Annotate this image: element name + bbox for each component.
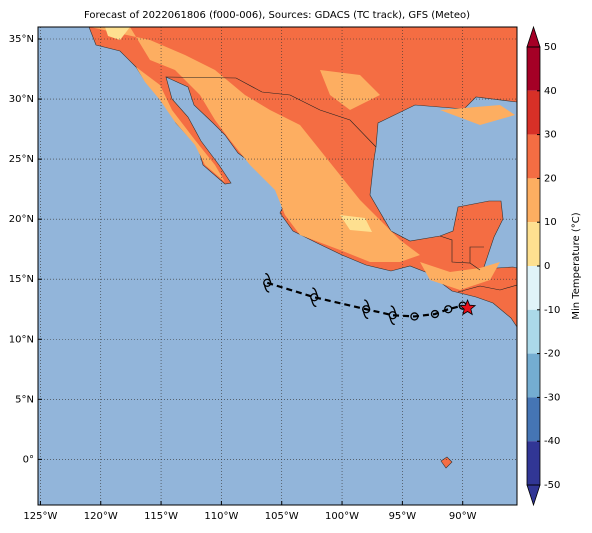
colorbar-tick-label: 20 <box>544 173 557 184</box>
colorbar-tick-label: -20 <box>544 349 560 360</box>
storm-arm <box>362 299 370 319</box>
y-tick-label: 5°N <box>15 394 34 405</box>
storm-eye <box>430 309 440 319</box>
storm-symbol <box>362 299 371 319</box>
colorbar-tick-label: 50 <box>544 42 557 53</box>
x-tick-label: 90°W <box>449 511 477 522</box>
x-tick-label: 110°W <box>204 511 238 522</box>
colorbar-tick-label: -50 <box>544 480 560 491</box>
y-tick-label: 35°N <box>9 34 34 45</box>
storm-arm <box>389 305 397 325</box>
colorbar-tick-label: 10 <box>544 217 557 228</box>
chart-title: Forecast of 2022061806 (f000-006), Sourc… <box>84 10 470 21</box>
storm-eye <box>362 305 371 314</box>
x-tick-label: 120°W <box>84 511 118 522</box>
colorbar-band <box>527 266 540 310</box>
storm-symbol <box>410 312 419 321</box>
y-tick-label: 20°N <box>9 214 34 225</box>
land <box>88 27 517 469</box>
colorbar-tick-label: -10 <box>544 305 560 316</box>
storm-symbol <box>263 273 272 293</box>
colorbar-tick-label: 0 <box>544 261 550 272</box>
colorbar-extend-top <box>526 25 541 48</box>
colorbar-band <box>527 353 540 398</box>
storm-symbol <box>388 305 397 325</box>
colorbar-extend-bottom <box>526 484 541 507</box>
y-tick-label: 15°N <box>9 274 34 285</box>
colorbar-band <box>527 441 540 485</box>
colorbar-band <box>527 222 540 266</box>
y-tick-label: 0° <box>23 454 34 465</box>
colorbar-band <box>527 178 540 223</box>
storm-eye <box>410 312 419 321</box>
storm-eye <box>310 293 319 302</box>
colorbar-label: Min Temperature (°C) <box>571 212 582 319</box>
storm-eye <box>444 305 453 314</box>
colorbar-band <box>527 309 540 354</box>
y-tick-label: 25°N <box>9 154 34 165</box>
colorbar-tick-label: -30 <box>544 392 560 403</box>
colorbar-tick-label: 30 <box>544 130 557 141</box>
storm-symbol <box>444 305 453 314</box>
storm-eye <box>388 311 397 320</box>
track-line <box>266 281 463 318</box>
current-position <box>458 298 477 316</box>
colorbar-band <box>527 134 540 179</box>
storm-symbol <box>430 309 440 319</box>
y-tick-label: 30°N <box>9 94 34 105</box>
x-tick-label: 100°W <box>325 511 359 522</box>
colorbar-tick-label: 40 <box>544 86 557 97</box>
colorbar-tick-label: -40 <box>544 436 560 447</box>
storm-arm <box>310 287 318 307</box>
colorbar-band <box>527 397 540 442</box>
x-tick-label: 95°W <box>389 511 417 522</box>
map-frame <box>37 26 518 506</box>
colorbar-band <box>527 47 540 91</box>
colorbar-band <box>527 90 540 135</box>
y-tick-label: 10°N <box>9 334 34 345</box>
storm-arm <box>263 273 271 293</box>
x-tick-label: 125°W <box>23 511 57 522</box>
storm-symbol <box>310 287 319 307</box>
x-tick-label: 115°W <box>144 511 178 522</box>
x-tick-label: 105°W <box>265 511 299 522</box>
storm-eye <box>263 278 272 287</box>
